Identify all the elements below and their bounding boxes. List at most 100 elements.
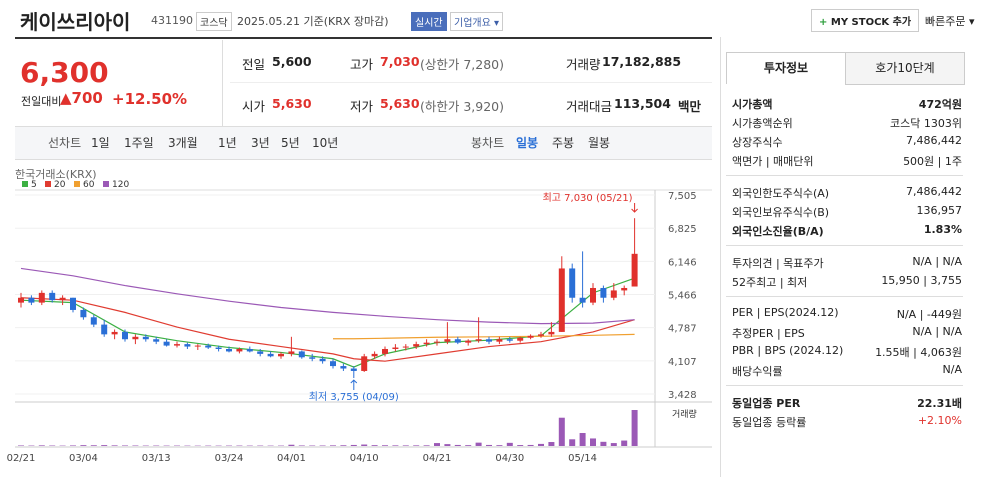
volume-bar: [298, 445, 305, 446]
volume-bar: [371, 445, 378, 446]
info-value: 코스닥 1303위: [890, 117, 962, 130]
period-button[interactable]: 1주일: [124, 136, 154, 150]
candle-body: [610, 290, 617, 298]
low-note: 최저 3,755 (04/09): [309, 391, 399, 403]
summary-value: 5,630: [272, 96, 312, 111]
candle-button[interactable]: 일봉: [516, 136, 539, 150]
summary-label: 거래대금: [566, 99, 613, 114]
info-label: PER | EPS(2024.12): [732, 306, 839, 319]
candle-body: [361, 356, 368, 371]
summary-label: 고가: [350, 57, 374, 72]
stock-code: 431190: [151, 14, 193, 27]
volume-bar: [70, 445, 76, 446]
chart: 한국거래소(KRX) 거래량 7,505 6,825 6,146 5,466 4,787…: [7, 168, 712, 464]
realtime-badge[interactable]: 실시간: [411, 12, 447, 31]
candle-body: [444, 339, 451, 342]
info-label: 동일업종 등락률: [732, 416, 807, 429]
quick-order[interactable]: 빠른주문 ▾: [925, 15, 975, 28]
low-arrow: [350, 379, 358, 391]
candle-body: [465, 340, 472, 343]
volume-bar: [569, 439, 576, 446]
candle-body: [38, 292, 45, 303]
info-value: N/A | N/A: [912, 325, 962, 338]
candle-body: [70, 297, 76, 310]
volume-bar: [558, 417, 565, 446]
info-value: 1.55배 | 4,063원: [875, 346, 962, 359]
info-value: 7,486,442: [906, 134, 962, 147]
info-value: 15,950 | 3,755: [881, 274, 962, 287]
divider: [222, 40, 223, 126]
volume-bar: [610, 443, 617, 446]
ma-line: [333, 333, 635, 340]
candle-body: [538, 334, 544, 336]
overview-label: 기업개요: [454, 18, 491, 29]
period-button[interactable]: 3개월: [168, 136, 198, 150]
volume-bar: [631, 410, 638, 446]
info-label: 시가총액순위: [732, 117, 793, 130]
candle-button[interactable]: 주봉: [552, 136, 575, 150]
candle-body: [517, 337, 524, 341]
candle-body: [163, 341, 170, 346]
candle-button[interactable]: 월봉: [588, 136, 611, 150]
tab: 투자정보: [726, 52, 846, 84]
legend-label: 20: [54, 180, 66, 190]
volume-bar: [590, 438, 596, 446]
info-row: 배당수익률 N/A: [732, 363, 962, 381]
ma-line: [20, 297, 635, 362]
info-value: N/A | -449원: [896, 308, 962, 321]
info-label: 시가총액: [732, 98, 773, 111]
summary-label: 전일: [242, 57, 266, 72]
info-row: 액면가 | 매매단위 500원 | 1주: [732, 153, 962, 171]
period-button[interactable]: 5년: [281, 136, 300, 150]
volume-bar: [350, 444, 357, 446]
legend-label: 60: [83, 180, 95, 190]
info-label: 배당수익률: [732, 365, 783, 378]
mystock-label: MY STOCK 추가: [830, 17, 912, 28]
divider: [15, 37, 712, 39]
info-row: 상장주식수 7,486,442: [732, 134, 962, 152]
summary-value: 113,504: [614, 96, 671, 111]
info-label: PBR | BPS (2024.12): [732, 344, 844, 357]
y-tick-label: 5,466: [668, 291, 697, 302]
candle-body: [319, 358, 326, 362]
overview-button[interactable]: 기업개요 ▾: [450, 12, 504, 31]
candle-body: [600, 287, 607, 298]
candle-body: [267, 353, 274, 357]
x-tick-label: 04/10: [350, 453, 379, 464]
legend-swatch: [22, 181, 28, 187]
x-tick-label: 02/21: [7, 453, 36, 464]
info-label: 외국인한도주식수(A): [732, 187, 830, 200]
candle-body: [153, 339, 160, 342]
candle-body: [59, 297, 66, 301]
volume-bar: [18, 445, 24, 446]
divider: [726, 175, 963, 176]
x-tick-label: 03/04: [69, 453, 98, 464]
info-value: +2.10%: [917, 414, 962, 427]
candle-body: [226, 348, 232, 352]
candle-body: [569, 268, 576, 298]
period-button[interactable]: 1년: [218, 136, 237, 150]
info-row: 52주최고 | 최저 15,950 | 3,755: [732, 274, 962, 292]
summary-value: 7,030: [380, 54, 420, 69]
volume-bar: [444, 444, 451, 446]
period-button[interactable]: 3년: [251, 136, 270, 150]
volume-bar: [538, 443, 544, 446]
candle-body: [330, 361, 336, 367]
candle-body: [205, 345, 212, 348]
mystock-button[interactable]: + MY STOCK 추가: [811, 9, 920, 32]
candle-body: [631, 253, 638, 287]
volume-bar: [413, 445, 420, 446]
info-label: 투자의견 | 목표주가: [732, 257, 824, 270]
candle-body: [184, 344, 191, 347]
volume-bar: [527, 444, 534, 446]
volume-bar: [122, 445, 128, 446]
candle-body: [548, 331, 555, 335]
volume-bar: [90, 445, 97, 446]
candle-body: [278, 353, 284, 357]
summary-label: 시가: [242, 99, 266, 114]
tab[interactable]: 호가10단계: [845, 52, 965, 85]
candle-body: [246, 348, 253, 352]
volume-bar: [454, 444, 461, 446]
period-button[interactable]: 10년: [312, 136, 339, 150]
period-button[interactable]: 1일: [91, 136, 110, 150]
